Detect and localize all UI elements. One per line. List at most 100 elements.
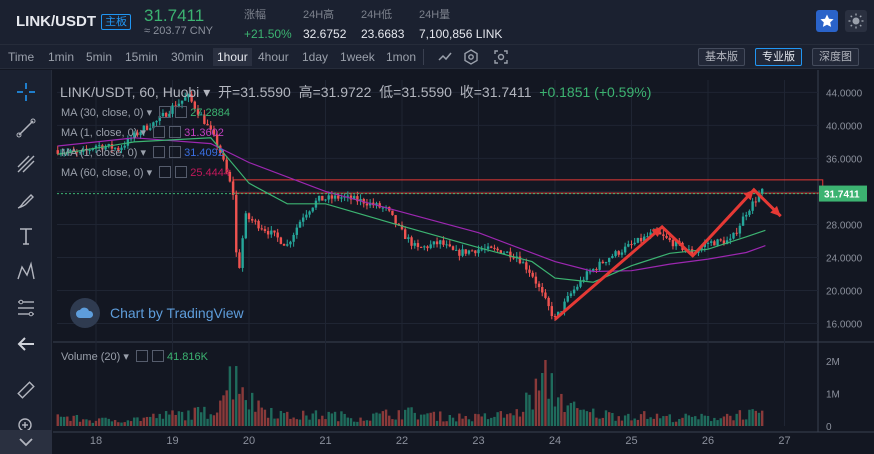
text-tool-icon[interactable] <box>12 222 40 250</box>
volume-label[interactable]: Volume (20) <box>61 351 121 363</box>
pair-title[interactable]: LINK/USDT <box>16 13 96 30</box>
volume-bar <box>496 412 499 426</box>
ma-legend-row[interactable]: MA (1, close, 0) ▾ 31.3602 <box>61 126 224 139</box>
brush-icon[interactable] <box>12 186 40 214</box>
collapse-chevron-down-icon[interactable] <box>0 430 52 454</box>
tf-1week[interactable]: 1week <box>340 50 375 64</box>
ma-close-icon[interactable] <box>169 146 182 158</box>
ma-settings-icon[interactable] <box>159 106 172 118</box>
candle-body <box>614 251 617 257</box>
candle-body <box>671 239 675 247</box>
volume-bar <box>442 421 445 426</box>
candle-body <box>139 131 142 136</box>
indicator-icon[interactable] <box>436 48 454 69</box>
ma-close-icon[interactable] <box>175 106 188 118</box>
ma-legend-row[interactable]: MA (1, close, 0) ▾ 31.4092 <box>61 146 224 159</box>
theme-sun-icon[interactable] <box>845 10 867 32</box>
volume-settings-icon[interactable] <box>135 350 148 362</box>
volume-bar <box>333 411 337 426</box>
tf-time[interactable]: Time <box>8 50 35 64</box>
candle-body <box>75 151 79 153</box>
candle-body <box>311 207 314 212</box>
screenshot-icon[interactable] <box>492 48 510 69</box>
trend-line-icon[interactable] <box>12 114 40 142</box>
volume-bar <box>142 417 146 426</box>
tf-1day[interactable]: 1day <box>302 50 329 64</box>
candle-body <box>518 256 522 264</box>
candle-body <box>66 151 69 153</box>
parallel-channel-icon[interactable] <box>12 150 40 178</box>
volume-close-icon[interactable] <box>151 350 164 362</box>
volume-bar <box>674 421 678 426</box>
candle-body <box>209 125 212 130</box>
tf-1hour[interactable]: 1hour <box>213 48 252 66</box>
candle-body <box>442 240 445 245</box>
candle-body <box>413 243 416 246</box>
legend-symbol[interactable]: LINK/USDT, 60, Huobi <box>60 84 200 100</box>
cny-price: ≈ 203.77 CNY <box>144 25 214 37</box>
arrowhead <box>743 189 754 201</box>
candle-body <box>713 241 716 246</box>
volume-bars <box>56 359 764 426</box>
volume-bar <box>254 411 257 426</box>
crosshair-icon[interactable] <box>12 78 40 106</box>
tf-15min[interactable]: 15min <box>125 50 158 64</box>
candle-body <box>215 134 219 146</box>
symbol-dropdown-icon[interactable]: ▾ <box>203 84 211 100</box>
settings-gear-icon[interactable] <box>462 48 480 69</box>
candle-body <box>94 145 98 149</box>
candle-body <box>164 112 168 117</box>
volume-bar <box>171 410 174 426</box>
favorite-star-icon[interactable] <box>816 10 838 32</box>
candle-body <box>588 271 592 273</box>
ma-settings-icon[interactable] <box>159 166 172 178</box>
volume-bar <box>614 420 617 426</box>
tf-1mon[interactable]: 1mon <box>386 50 417 64</box>
stat-value: 32.6752 <box>303 27 347 41</box>
ma-settings-icon[interactable] <box>153 126 166 138</box>
mode-depth-button[interactable]: 深度图 <box>812 48 859 66</box>
tf-4hour[interactable]: 4hour <box>258 50 289 64</box>
volume-bar <box>419 414 423 426</box>
volume-bar <box>206 418 209 426</box>
volume-bar <box>528 394 531 426</box>
volume-bar <box>633 418 636 426</box>
ruler-icon[interactable] <box>12 376 40 404</box>
volume-bar <box>85 419 88 426</box>
ma-legend-row[interactable]: MA (30, close, 0) ▾ 27.2884 <box>61 106 231 119</box>
volume-bar <box>572 401 576 426</box>
board-badge: 主板 <box>101 14 131 30</box>
volume-bar <box>423 414 426 426</box>
volume-bar <box>407 407 410 426</box>
tf-1min[interactable]: 1min <box>48 50 75 64</box>
candle-body <box>528 269 531 273</box>
candle-body <box>129 138 133 140</box>
volume-bar <box>585 411 589 426</box>
ma-close-icon[interactable] <box>175 166 188 178</box>
ma-settings-icon[interactable] <box>153 146 166 158</box>
back-arrow-icon[interactable] <box>12 330 40 358</box>
pattern-icon[interactable] <box>12 258 40 286</box>
candle-body <box>662 234 665 236</box>
volume-bar <box>745 419 748 426</box>
volume-bar <box>184 420 187 426</box>
tf-5min[interactable]: 5min <box>86 50 113 64</box>
tf-30min[interactable]: 30min <box>171 50 204 64</box>
candle-body <box>193 101 197 109</box>
mode-basic-button[interactable]: 基本版 <box>698 48 745 66</box>
candle-body <box>490 246 493 248</box>
volume-bar <box>553 406 557 426</box>
volume-bar <box>282 413 286 426</box>
volume-bar <box>126 420 130 426</box>
volume-bar <box>82 419 85 426</box>
price-chart[interactable]: 44.000040.000036.000032.000028.000024.00… <box>53 70 874 454</box>
volume-bar <box>515 409 518 426</box>
ohlc-legend: LINK/USDT, 60, Huobi ▾ 开=31.5590 高=31.97… <box>60 82 651 102</box>
candle-body <box>298 221 302 228</box>
tradingview-watermark[interactable]: Chart by TradingView <box>70 298 244 328</box>
fibonacci-icon[interactable] <box>12 294 40 322</box>
ma-legend-row[interactable]: MA (60, close, 0) ▾ 25.4444 <box>61 166 231 179</box>
mode-pro-button[interactable]: 专业版 <box>755 48 802 66</box>
candle-body <box>499 250 503 254</box>
ma-close-icon[interactable] <box>169 126 182 138</box>
